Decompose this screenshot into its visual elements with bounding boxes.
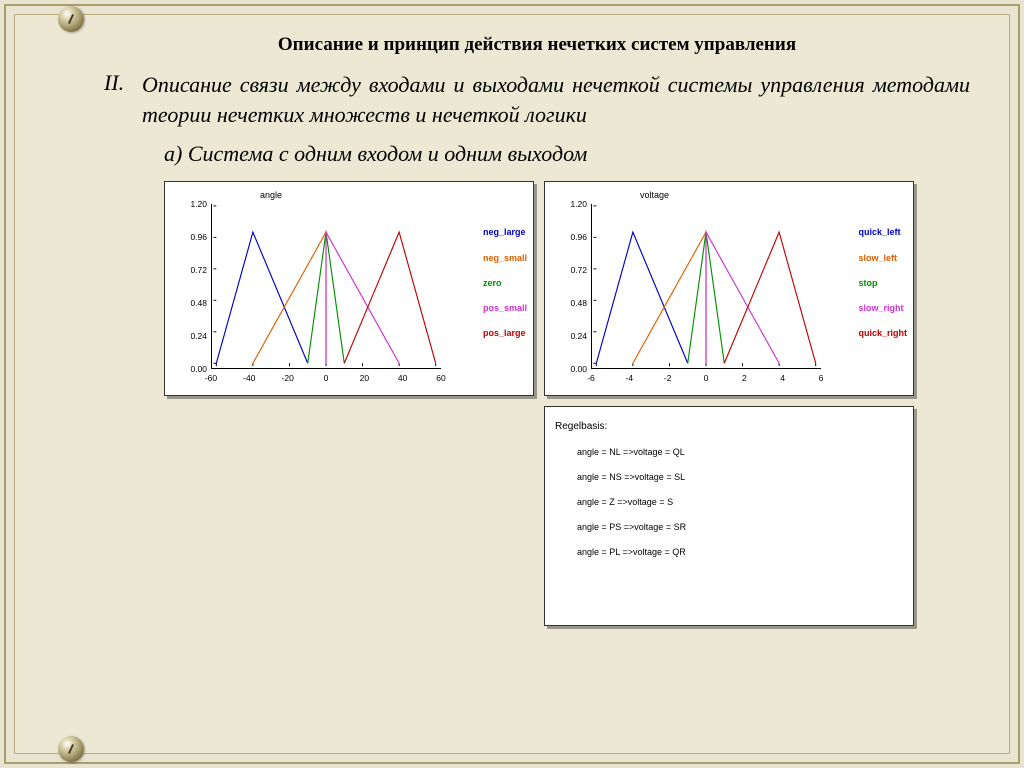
xtick-label: 60	[436, 373, 445, 383]
rule-item: angle = NS =>voltage = SL	[577, 472, 903, 482]
legend-item: quick_left	[858, 220, 907, 245]
xtick-label: 4	[780, 373, 785, 383]
subtitle: a) Система с одним входом и одним выходо…	[164, 141, 970, 167]
chart-angle-legend: neg_largeneg_smallzeropos_smallpos_large	[483, 220, 527, 346]
legend-item: pos_large	[483, 321, 527, 346]
section-block: II. Описание связи между входами и выход…	[104, 70, 970, 129]
rules-title: Regelbasis:	[555, 421, 903, 432]
chart-voltage-svg	[591, 204, 821, 369]
left-column: angle 0.000.240.480.720.961.20-60-40-200…	[164, 181, 534, 626]
chart-angle-svg	[211, 204, 441, 369]
ytick-label: 1.20	[561, 199, 587, 209]
ytick-label: 1.20	[181, 199, 207, 209]
right-column: voltage 0.000.240.480.720.961.20-6-4-202…	[544, 181, 914, 626]
page-title: Описание и принцип действия нечетких сис…	[104, 34, 970, 56]
xtick-label: -20	[282, 373, 294, 383]
ytick-label: 0.72	[561, 265, 587, 275]
chart-angle-plot: 0.000.240.480.720.961.20-60-40-200204060	[211, 204, 441, 369]
ytick-label: 0.96	[181, 232, 207, 242]
chart-voltage-panel: voltage 0.000.240.480.720.961.20-6-4-202…	[544, 181, 914, 396]
slide-content: Описание и принцип действия нечетких сис…	[14, 14, 1010, 754]
ytick-label: 0.00	[561, 364, 587, 374]
rule-item: angle = PL =>voltage = QR	[577, 547, 903, 557]
chart-angle-title: angle	[260, 190, 282, 200]
rule-item: angle = Z =>voltage = S	[577, 497, 903, 507]
xtick-label: -40	[243, 373, 255, 383]
section-text: Описание связи между входами и выходами …	[142, 70, 970, 129]
xtick-label: 40	[398, 373, 407, 383]
xtick-label: 0	[324, 373, 329, 383]
legend-item: slow_left	[858, 246, 907, 271]
chart-voltage-plot: 0.000.240.480.720.961.20-6-4-20246	[591, 204, 821, 369]
legend-item: stop	[858, 271, 907, 296]
ytick-label: 0.48	[561, 298, 587, 308]
roman-numeral: II.	[104, 70, 132, 129]
legend-item: quick_right	[858, 321, 907, 346]
xtick-label: -60	[205, 373, 217, 383]
legend-item: zero	[483, 271, 527, 296]
rules-list: angle = NL =>voltage = QL angle = NS =>vo…	[555, 447, 903, 557]
ytick-label: 0.24	[561, 331, 587, 341]
xtick-label: -4	[626, 373, 634, 383]
rule-item: angle = NL =>voltage = QL	[577, 447, 903, 457]
chart-angle-panel: angle 0.000.240.480.720.961.20-60-40-200…	[164, 181, 534, 396]
rules-panel: Regelbasis: angle = NL =>voltage = QLang…	[544, 406, 914, 626]
xtick-label: -6	[587, 373, 595, 383]
ytick-label: 0.00	[181, 364, 207, 374]
ytick-label: 0.96	[561, 232, 587, 242]
xtick-label: 2	[742, 373, 747, 383]
legend-item: neg_large	[483, 220, 527, 245]
ytick-label: 0.48	[181, 298, 207, 308]
legend-item: pos_small	[483, 296, 527, 321]
xtick-label: 0	[704, 373, 709, 383]
ytick-label: 0.72	[181, 265, 207, 275]
legend-item: neg_small	[483, 246, 527, 271]
legend-item: slow_right	[858, 296, 907, 321]
ytick-label: 0.24	[181, 331, 207, 341]
xtick-label: 6	[819, 373, 824, 383]
rule-item: angle = PS =>voltage = SR	[577, 522, 903, 532]
chart-voltage-title: voltage	[640, 190, 669, 200]
chart-voltage-legend: quick_leftslow_leftstopslow_rightquick_r…	[858, 220, 907, 346]
xtick-label: -2	[664, 373, 672, 383]
xtick-label: 20	[360, 373, 369, 383]
panels-container: angle 0.000.240.480.720.961.20-60-40-200…	[164, 181, 970, 626]
